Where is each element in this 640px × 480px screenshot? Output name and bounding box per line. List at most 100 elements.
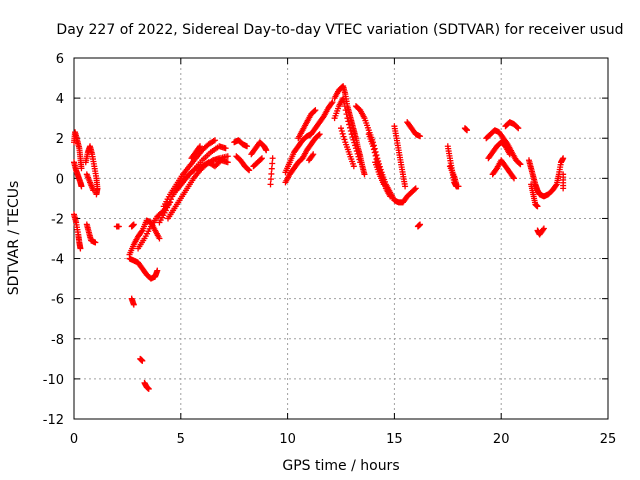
data-point bbox=[371, 149, 378, 156]
data-point bbox=[412, 185, 419, 192]
data-point bbox=[196, 144, 203, 151]
data-point bbox=[165, 201, 172, 208]
data-point bbox=[346, 124, 353, 131]
data-point bbox=[263, 147, 270, 154]
data-point bbox=[329, 99, 336, 106]
y-tick-label: -4 bbox=[51, 253, 64, 268]
x-tick-label: 10 bbox=[279, 432, 296, 447]
x-tick-label: 25 bbox=[600, 432, 617, 447]
data-point bbox=[90, 187, 97, 194]
data-point bbox=[268, 170, 275, 177]
data-point bbox=[338, 125, 344, 132]
data-point bbox=[353, 148, 360, 155]
data-point bbox=[352, 142, 359, 149]
x-tick-label: 15 bbox=[386, 432, 403, 447]
grid-lines bbox=[74, 58, 608, 419]
data-point bbox=[139, 357, 146, 364]
data-point bbox=[224, 153, 231, 160]
data-point bbox=[164, 204, 171, 211]
data-point bbox=[309, 152, 316, 159]
axis-ticks: 0 5 10 15 20 25 -12 -10 -8 -6 -4 -2 0 2 4 6 bbox=[43, 52, 617, 447]
data-point bbox=[244, 143, 251, 150]
data-point bbox=[560, 171, 567, 178]
data-point bbox=[370, 146, 377, 153]
data-point bbox=[347, 128, 354, 135]
data-point bbox=[130, 221, 137, 228]
data-point bbox=[344, 115, 351, 122]
data-point bbox=[258, 155, 265, 162]
data-point bbox=[269, 160, 276, 167]
data-point bbox=[516, 160, 523, 167]
x-axis-label: GPS time / hours bbox=[282, 458, 399, 474]
y-tick-label: -8 bbox=[51, 333, 64, 348]
data-point bbox=[130, 301, 137, 308]
data-point bbox=[92, 239, 99, 246]
data-point bbox=[78, 165, 85, 172]
data-point bbox=[517, 161, 524, 168]
data-point bbox=[357, 159, 364, 166]
data-point bbox=[341, 136, 348, 143]
data-point bbox=[316, 131, 323, 138]
data-point bbox=[267, 181, 274, 188]
data-point bbox=[511, 175, 518, 182]
data-point bbox=[514, 124, 521, 131]
data-point bbox=[402, 183, 409, 190]
data-point bbox=[340, 99, 347, 106]
data-point bbox=[534, 203, 541, 210]
data-point bbox=[210, 138, 217, 145]
data-point bbox=[267, 176, 274, 183]
data-point bbox=[355, 153, 362, 160]
y-tick-label: -6 bbox=[51, 293, 64, 308]
y-tick-label: -2 bbox=[51, 212, 64, 227]
data-points bbox=[71, 83, 567, 392]
y-tick-label: -12 bbox=[43, 413, 64, 428]
data-point bbox=[340, 133, 347, 140]
data-point bbox=[373, 156, 380, 163]
data-point bbox=[387, 193, 394, 200]
data-point bbox=[246, 167, 253, 174]
data-point bbox=[145, 385, 152, 392]
data-point bbox=[510, 174, 517, 181]
y-tick-label: 2 bbox=[56, 132, 64, 147]
data-point bbox=[211, 137, 218, 144]
data-point bbox=[349, 134, 356, 141]
data-point bbox=[515, 125, 522, 132]
x-tick-label: 20 bbox=[493, 432, 510, 447]
data-point bbox=[343, 111, 350, 118]
data-point bbox=[464, 127, 471, 134]
data-point bbox=[328, 100, 335, 107]
data-point bbox=[268, 165, 275, 172]
data-point bbox=[361, 171, 368, 178]
data-point bbox=[341, 103, 348, 110]
data-point bbox=[156, 235, 163, 242]
data-point bbox=[340, 95, 347, 102]
data-point bbox=[338, 128, 345, 135]
data-point bbox=[411, 186, 418, 193]
y-tick-label: 4 bbox=[56, 92, 64, 107]
data-point bbox=[370, 143, 377, 150]
data-point bbox=[258, 156, 265, 163]
data-point bbox=[78, 183, 85, 190]
data-point bbox=[506, 151, 513, 158]
data-point bbox=[380, 181, 387, 188]
data-point bbox=[354, 150, 361, 157]
data-point bbox=[310, 151, 317, 158]
data-point bbox=[224, 159, 231, 166]
data-point bbox=[552, 182, 559, 189]
data-point bbox=[351, 139, 358, 146]
x-tick-label: 5 bbox=[177, 432, 185, 447]
data-point bbox=[154, 267, 161, 274]
data-point bbox=[540, 226, 547, 233]
chart-title: Day 227 of 2022, Sidereal Day-to-day VTE… bbox=[56, 22, 623, 38]
data-point bbox=[350, 163, 357, 170]
data-point bbox=[346, 121, 353, 128]
data-point bbox=[162, 207, 169, 214]
data-point bbox=[312, 107, 319, 114]
data-point bbox=[93, 191, 100, 198]
data-point bbox=[197, 143, 204, 150]
data-point bbox=[348, 131, 355, 138]
plot-frame bbox=[73, 57, 609, 420]
data-point bbox=[345, 118, 352, 125]
data-point bbox=[352, 145, 359, 152]
